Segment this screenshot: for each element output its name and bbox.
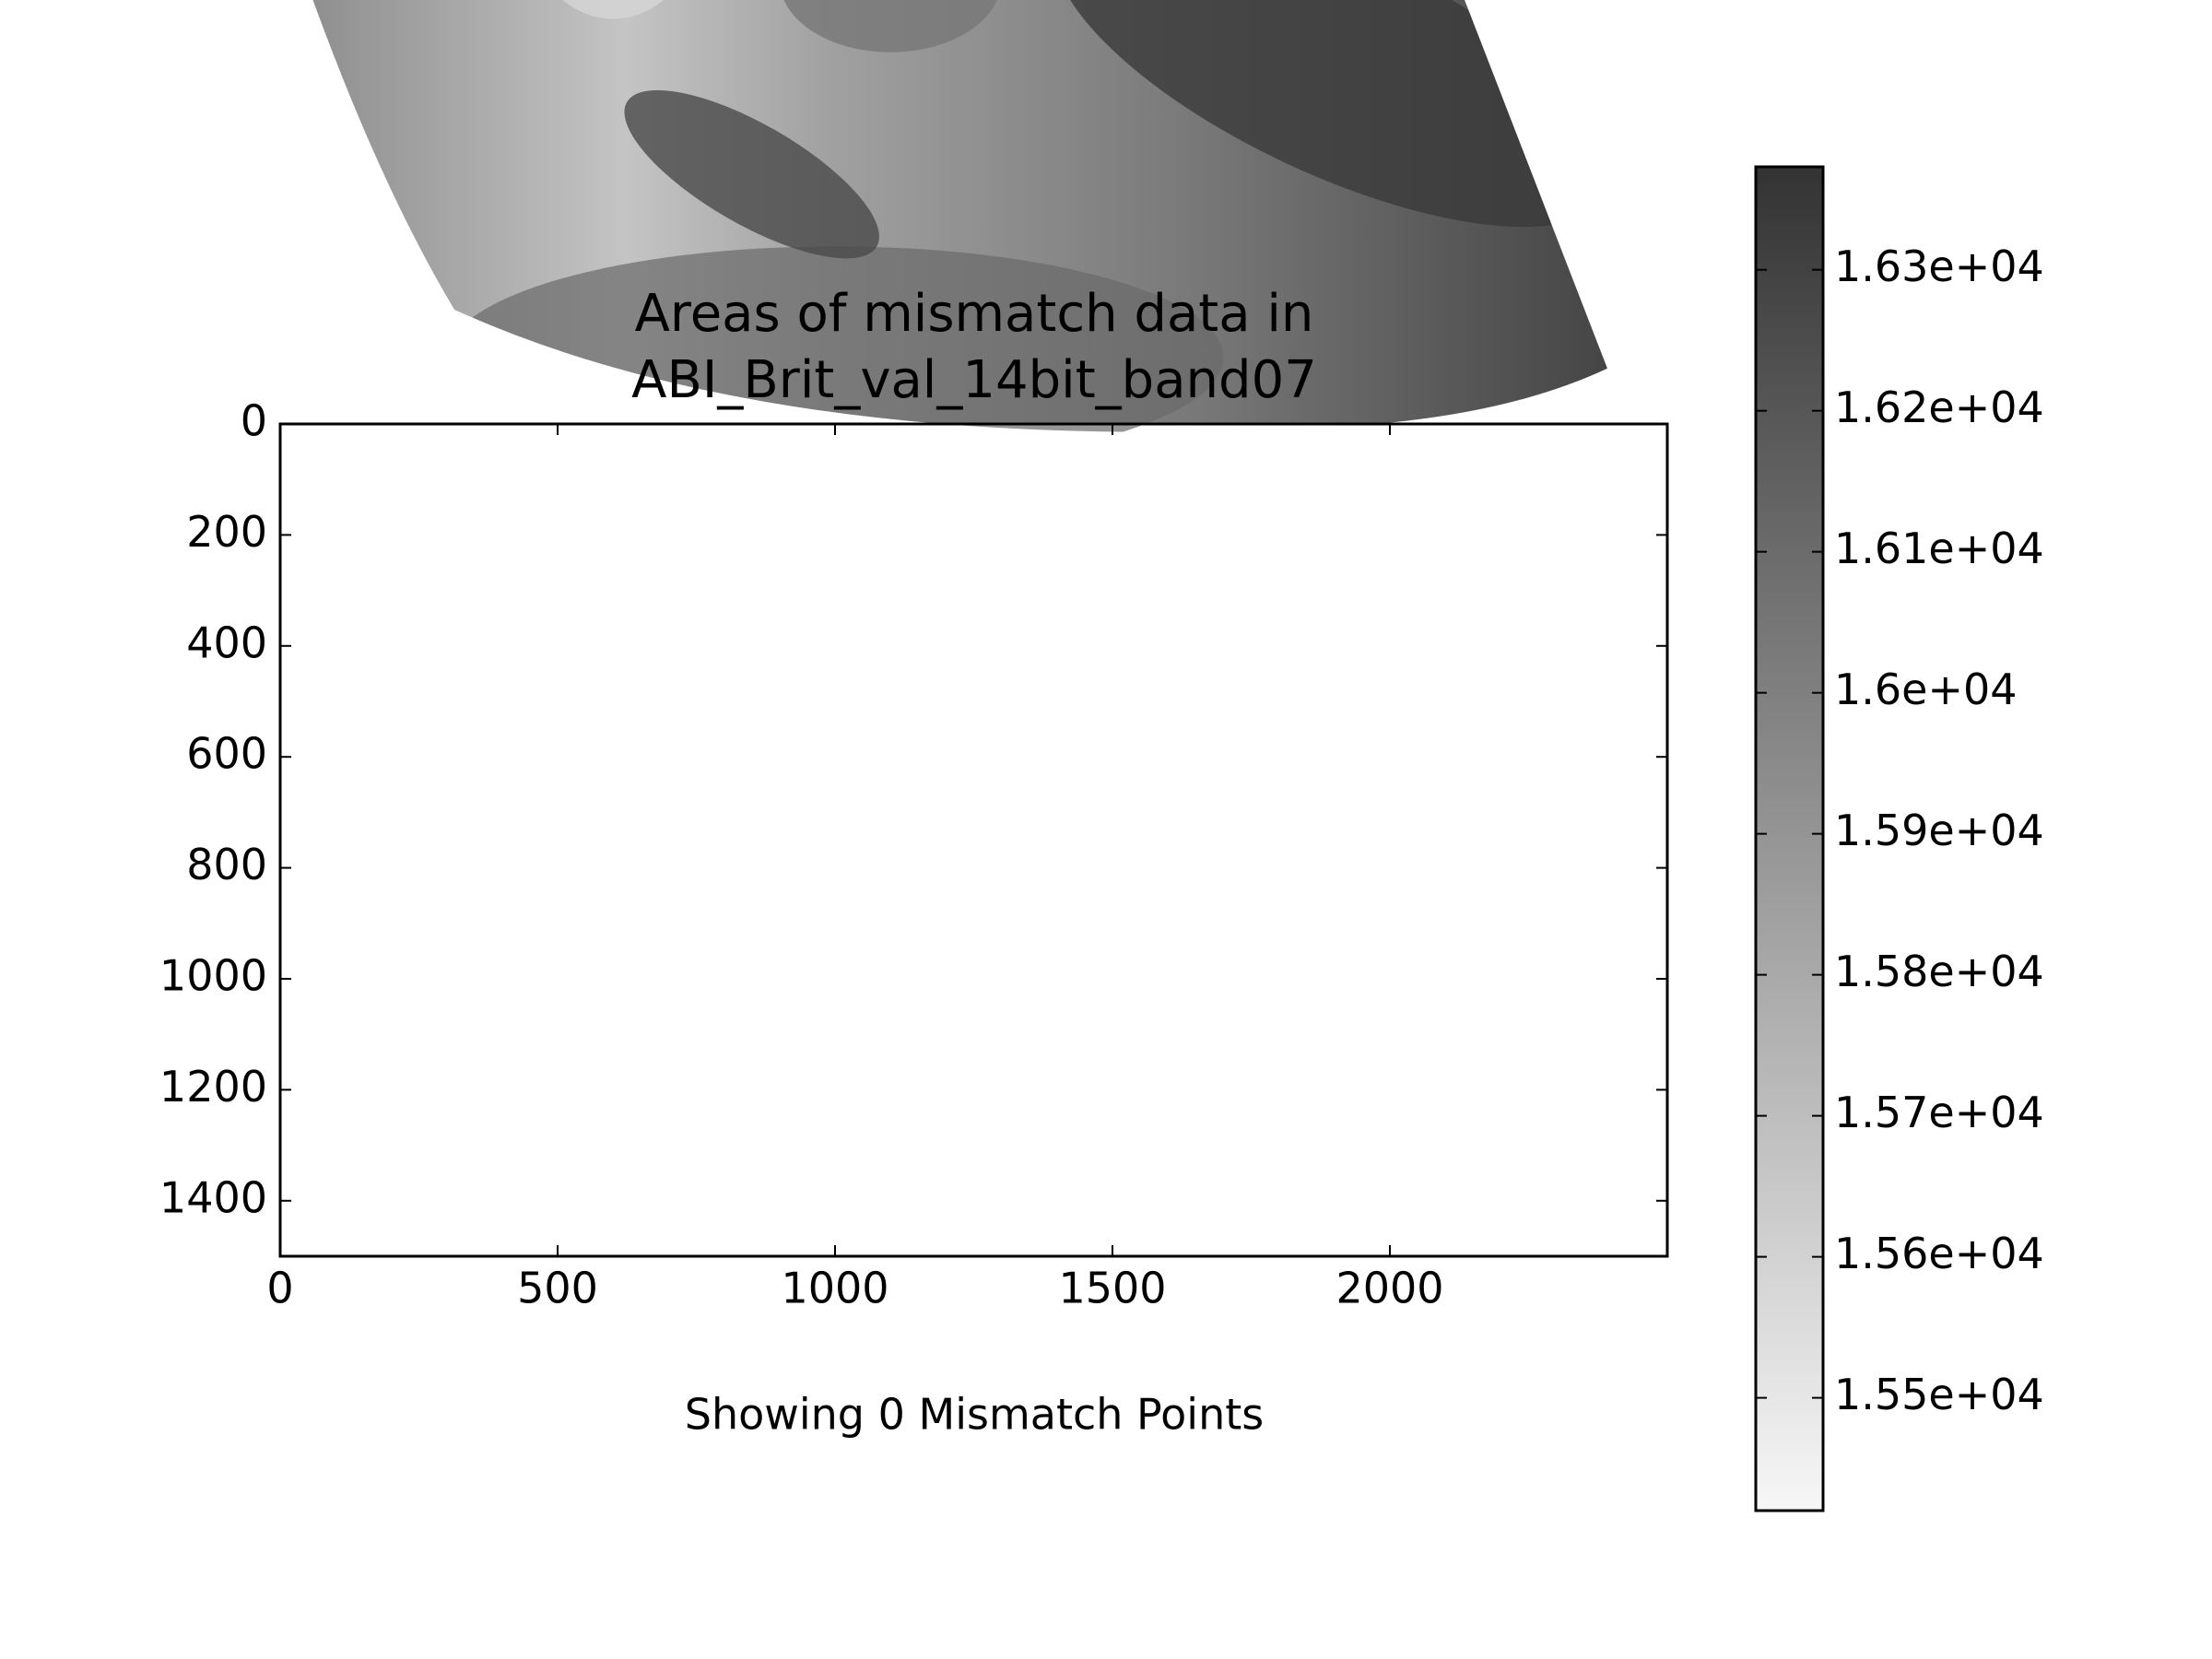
colorbar-tick-label: 1.6e+04: [1834, 665, 2018, 714]
x-tick-label: 2000: [1335, 1264, 1443, 1313]
x-tick-label: 500: [517, 1264, 598, 1313]
y-tick-label: 1000: [159, 951, 267, 1001]
x-tick-label: 0: [266, 1264, 293, 1313]
axes-frame: [278, 422, 1669, 1258]
y-tick-label: 200: [186, 507, 267, 557]
colorbar-tick-label: 1.57e+04: [1834, 1088, 2044, 1137]
chart-title: ABI_Brit_val_14bit_band07: [631, 350, 1317, 410]
colorbar: [1754, 165, 1825, 1512]
y-tick-label: 400: [186, 618, 267, 667]
colorbar-tick-label: 1.63e+04: [1834, 241, 2044, 291]
y-tick-label: 0: [241, 396, 267, 446]
colorbar-tick-label: 1.61e+04: [1834, 524, 2044, 573]
colorbar-tick-label: 1.56e+04: [1834, 1229, 2044, 1278]
colorbar-tick-label: 1.62e+04: [1834, 382, 2044, 432]
y-tick-label: 800: [186, 840, 267, 889]
x-axis-label: Showing 0 Mismatch Points: [685, 1390, 1264, 1440]
chart-title: Areas of mismatch data in: [635, 284, 1314, 344]
colorbar-tick-label: 1.59e+04: [1834, 806, 2044, 855]
y-tick-label: 600: [186, 729, 267, 779]
y-tick-label: 1400: [159, 1172, 267, 1222]
colorbar-tick-label: 1.55e+04: [1834, 1370, 2044, 1419]
y-tick-label: 1200: [159, 1062, 267, 1112]
x-tick-label: 1500: [1058, 1264, 1166, 1313]
x-tick-label: 1000: [781, 1264, 888, 1313]
colorbar-tick-label: 1.58e+04: [1834, 947, 2044, 996]
